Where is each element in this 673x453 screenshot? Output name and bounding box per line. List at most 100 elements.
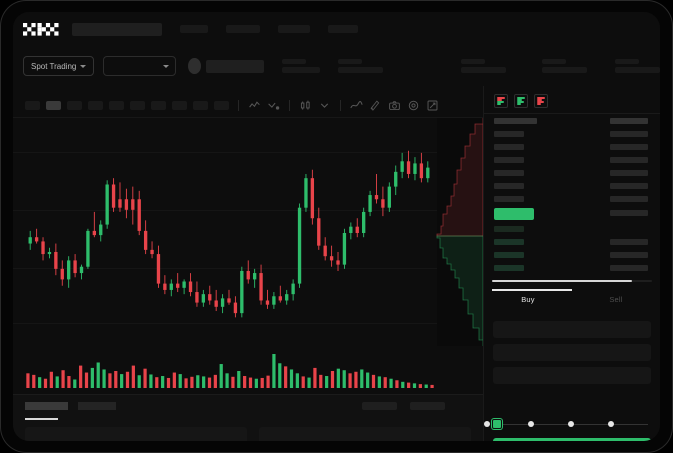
timeframe-button-7[interactable] [151,100,166,110]
drawing-tools-icon[interactable] [369,99,382,112]
bottom-tab-2[interactable] [78,402,116,410]
candlestick-series [28,150,430,318]
chevron-down-icon [80,64,87,68]
fullscreen-icon[interactable] [426,99,439,112]
search-input[interactable] [72,22,162,36]
bottom-action-2[interactable] [410,402,445,410]
chart-gridline [13,210,483,211]
orderbook-last-price [494,208,534,220]
toolbar-separator [13,117,483,118]
orderbook-last-total [610,210,648,216]
ob-mode-buy[interactable] [514,94,528,108]
slider-stop-25[interactable] [528,421,534,427]
timeframe-button-2[interactable] [46,100,61,110]
orderbook-bid-total [610,265,648,271]
submit-order-button[interactable] [493,438,651,441]
orderbook-ask-row[interactable] [494,157,524,163]
timeframe-button-4[interactable] [88,100,103,110]
toolbar-divider [340,99,341,111]
order-form-tab-indicator [492,289,572,291]
orderbook-ask-total [610,183,648,189]
slider-handle[interactable] [492,419,502,429]
timeframe-button-10[interactable] [214,100,229,110]
timeframe-button-8[interactable] [172,100,187,110]
assets-panel [259,427,471,441]
coin-avatar-icon [188,58,201,74]
order-price-field[interactable] [493,321,651,338]
volume-histogram [13,346,483,394]
pair-last-price [205,59,264,73]
nav-link-1[interactable] [180,25,208,33]
camera-icon[interactable] [388,99,401,112]
orderbook-view-modes [494,94,548,108]
timeframe-button-6[interactable] [130,100,145,110]
bottom-tab-1[interactable] [25,402,68,410]
chart-gridline [13,323,483,324]
volume-bars [26,354,434,388]
orderbook-scrollbar[interactable] [492,280,632,282]
timeframe-button-9[interactable] [193,100,208,110]
order-total-field[interactable] [493,367,651,384]
candlestick-type-icon[interactable] [299,99,312,112]
line-chart-icon[interactable] [350,99,363,112]
toolbar-divider [289,99,290,111]
chart-toolbar [13,94,483,116]
orderbook-bid-row[interactable] [494,226,524,232]
slider-stop-75[interactable] [608,421,614,427]
chart-gridline [13,152,483,153]
stat-24h-low [461,59,506,73]
toolbar-divider [238,99,239,111]
settings-gear-icon[interactable] [407,99,420,112]
app-screen: Spot Trading [13,12,660,441]
stat-24h-high [338,59,383,73]
timeframe-button-1[interactable] [25,100,40,110]
market-depth-overlay [436,118,483,346]
ob-mode-sell[interactable] [534,94,548,108]
nav-link-4[interactable] [328,25,358,33]
timeframe-button-5[interactable] [109,100,124,110]
bottom-action-1[interactable] [362,402,397,410]
compare-icon[interactable] [267,99,280,112]
okx-logo-icon[interactable] [23,22,61,36]
orderbook-ask-total [610,196,648,202]
orderbook-ask-row[interactable] [494,183,524,189]
orderbook-ask-row[interactable] [494,144,524,150]
trading-pair-bar: Spot Trading [13,46,660,86]
chevron-down-icon[interactable] [318,99,331,112]
trading-mode-select[interactable]: Spot Trading [23,56,95,76]
order-book[interactable] [484,116,660,276]
orderbook-ask-row[interactable] [494,131,524,137]
order-amount-field[interactable] [493,344,651,361]
orderbook-bid-row[interactable] [494,252,524,258]
open-orders-panel [25,427,247,441]
orderbook-ask-total [610,131,648,137]
orderbook-bid-total [610,239,648,245]
timeframe-button-3[interactable] [67,100,82,110]
top-navigation-bar [13,12,660,46]
tab-buy[interactable]: Buy [521,295,535,304]
nav-link-2[interactable] [226,25,260,33]
orderbook-col-header-price [494,118,537,124]
orderbook-ask-row[interactable] [494,170,524,176]
indicators-icon[interactable] [248,99,261,112]
nav-link-3[interactable] [278,25,310,33]
slider-stop-50[interactable] [568,421,574,427]
orderbook-header-divider [484,113,660,114]
candlestick-chart[interactable] [13,118,483,346]
chevron-down-icon [163,64,170,68]
trading-mode-label: Spot Trading [31,61,77,71]
bottom-orders-panel [13,394,483,441]
tab-sell[interactable]: Sell [609,295,623,304]
orderbook-bid-row[interactable] [494,239,524,245]
orderbook-and-orderform-column: Buy Sell [483,86,660,441]
orderbook-bid-row[interactable] [494,265,524,271]
orderbook-ask-total [610,144,648,150]
pair-select-dropdown[interactable] [103,56,177,76]
orderbook-ask-total [610,157,648,163]
stat-24h-change [282,59,320,73]
orderbook-ask-total [610,170,648,176]
orderbook-ask-row[interactable] [494,196,524,202]
order-form-tabs: Buy Sell [484,289,660,315]
ob-mode-both[interactable] [494,94,508,108]
